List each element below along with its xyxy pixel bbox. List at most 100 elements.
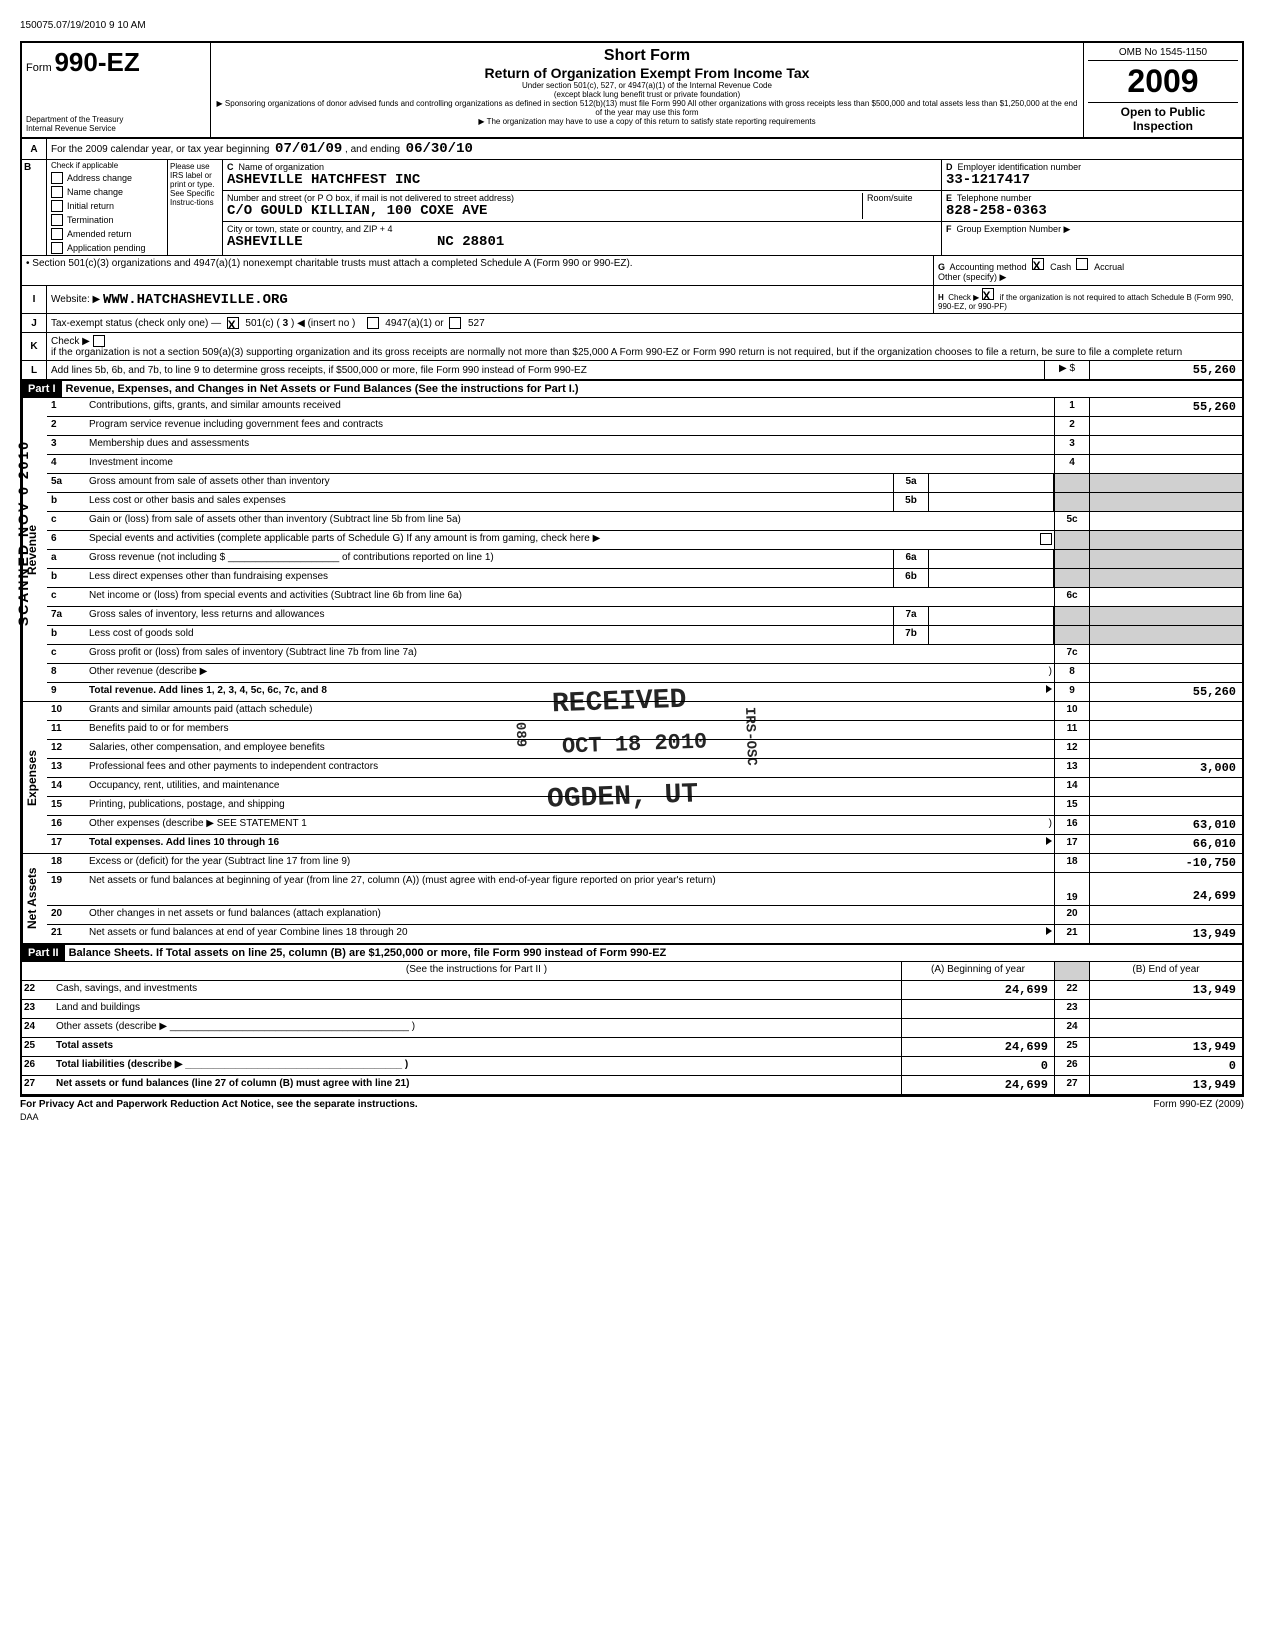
h-text: Check ▶ <box>948 293 979 302</box>
cb-initial[interactable]: Initial return <box>47 199 167 213</box>
arrow-icon <box>1046 927 1052 935</box>
cb-name-change[interactable]: Name change <box>47 185 167 199</box>
line-a: A For the 2009 calendar year, or tax yea… <box>20 139 1244 160</box>
g-cash: Cash <box>1050 262 1071 272</box>
form-copy: ▶ The organization may have to use a cop… <box>215 117 1079 126</box>
e-text: Telephone number <box>957 193 1032 203</box>
label-i: I <box>22 286 47 313</box>
e-cell: E Telephone number 828-258-0363 <box>942 191 1242 222</box>
cb-h[interactable]: X <box>982 288 994 300</box>
privacy-notice: For Privacy Act and Paperwork Reduction … <box>20 1099 418 1110</box>
j-opt1: 501(c) ( <box>245 318 279 329</box>
cb-amended[interactable]: Amended return <box>47 227 167 241</box>
line-l: L Add lines 5b, 6b, and 7b, to line 9 to… <box>20 361 1244 381</box>
part2-title: Balance Sheets. If Total assets on line … <box>65 945 1242 961</box>
ty-end: 06/30/10 <box>406 141 473 157</box>
section-bcdef: B Check if applicable Address change Nam… <box>20 160 1244 256</box>
cb-pending[interactable]: Application pending <box>47 241 167 255</box>
l-arrow: ▶ $ <box>1044 361 1089 379</box>
daa: DAA <box>20 1112 1244 1122</box>
bal-25: 25Total assets24,6992513,949 <box>20 1038 1244 1057</box>
line-a-mid: , and ending <box>345 144 400 155</box>
ein: 33-1217417 <box>946 172 1030 188</box>
inspection: Inspection <box>1088 119 1238 133</box>
k-note: if the organization is not a section 509… <box>51 347 1182 358</box>
part1-header: Part I Revenue, Expenses, and Changes in… <box>20 381 1244 398</box>
line-a-content: For the 2009 calendar year, or tax year … <box>47 139 1242 159</box>
netassets-label: Net Assets <box>22 854 47 943</box>
cb-501c[interactable]: X <box>227 317 239 329</box>
form-subtitle: Return of Organization Exempt From Incom… <box>215 65 1079 81</box>
revenue-lines: 1Contributions, gifts, grants, and simil… <box>47 398 1242 701</box>
revenue-section: Revenue 1Contributions, gifts, grants, a… <box>20 398 1244 702</box>
cb-cash[interactable]: X <box>1032 258 1044 270</box>
f-label: F <box>946 224 952 234</box>
line-k-content: Check ▶ if the organization is not a sec… <box>47 333 1242 360</box>
dept-text: Department of the Treasury Internal Reve… <box>26 115 206 133</box>
d-text: Employer identification number <box>958 162 1082 172</box>
arrow-icon <box>1046 685 1052 693</box>
bal-22: 22Cash, savings, and investments24,69922… <box>20 981 1244 1000</box>
website-label: Website: ▶ <box>51 294 100 305</box>
ty-begin: 07/01/09 <box>275 141 342 157</box>
use-irs-label: Please use IRS label or print or type. S… <box>168 160 223 255</box>
g-cell: G Accounting method X Cash Accrual Other… <box>933 256 1242 285</box>
c-label: C <box>227 162 234 172</box>
city-label: City or town, state or country, and ZIP … <box>227 224 393 234</box>
stamp-num: 089 <box>512 722 529 748</box>
form-sponsor: ▶ Sponsoring organizations of donor advi… <box>215 99 1079 117</box>
arrow-icon <box>1046 837 1052 845</box>
label-k: K <box>22 333 47 360</box>
h-cell: H Check ▶ X if the organization is not r… <box>933 286 1242 313</box>
bal-26: 26Total liabilities (describe ▶ ________… <box>20 1057 1244 1076</box>
bal-24: 24Other assets (describe ▶ _____________… <box>20 1019 1244 1038</box>
form-under: Under section 501(c), 527, or 4947(a)(1)… <box>215 81 1079 99</box>
g-accrual: Accrual <box>1094 262 1124 272</box>
form-year: 2009 <box>1088 63 1238 100</box>
line-i-content: Website: ▶ WWW.HATCHASHEVILLE.ORG <box>47 286 933 313</box>
cb-addr-change[interactable]: Address change <box>47 171 167 185</box>
cb-termination[interactable]: Termination <box>47 213 167 227</box>
label-j: J <box>22 314 47 332</box>
j-opt2: 4947(a)(1) or <box>385 318 443 329</box>
form-header: Form 990-EZ Department of the Treasury I… <box>20 41 1244 139</box>
cb-4947[interactable] <box>367 317 379 329</box>
form-container: 150075.07/19/2010 9 10 AM SCANNED NOV 0 … <box>20 20 1244 1122</box>
cb-527[interactable] <box>449 317 461 329</box>
website: WWW.HATCHASHEVILLE.ORG <box>103 292 288 308</box>
part1-label: Part I <box>22 381 62 397</box>
cb-k[interactable] <box>93 335 105 347</box>
f-cell: F Group Exemption Number ▶ <box>942 222 1242 237</box>
footer: For Privacy Act and Paperwork Reduction … <box>20 1095 1244 1112</box>
g-label: G <box>938 262 945 272</box>
omb-number: OMB No 1545-1150 <box>1088 47 1238 61</box>
label-l: L <box>22 361 47 379</box>
section-501-text: • Section 501(c)(3) organizations and 49… <box>22 256 933 285</box>
org-name: ASHEVILLE HATCHFEST INC <box>227 172 420 188</box>
section-501-g: • Section 501(c)(3) organizations and 49… <box>20 256 1244 286</box>
city-cell: City or town, state or country, and ZIP … <box>223 222 941 252</box>
expenses-section: Expenses 10Grants and similar amounts pa… <box>20 702 1244 854</box>
col-a-header: (A) Beginning of year <box>901 962 1054 980</box>
org-info: C Name of organization ASHEVILLE HATCHFE… <box>223 160 942 255</box>
bal-27: 27Net assets or fund balances (line 27 o… <box>20 1076 1244 1095</box>
netassets-lines: 18Excess or (deficit) for the year (Subt… <box>47 854 1242 943</box>
right-info: D Employer identification number 33-1217… <box>942 160 1242 255</box>
h-label: H <box>938 293 944 302</box>
org-city: ASHEVILLE NC 28801 <box>227 234 504 250</box>
line-j: J Tax-exempt status (check only one) — X… <box>20 314 1244 333</box>
revenue-label: Revenue <box>22 398 47 701</box>
cb-gaming[interactable] <box>1040 533 1052 545</box>
part2-label: Part II <box>22 945 65 961</box>
received-stamp: RECEIVED <box>552 685 687 721</box>
checkboxes-col: Check if applicable Address change Name … <box>47 160 168 255</box>
cb-accrual[interactable] <box>1076 258 1088 270</box>
balance-header: (See the instructions for Part II ) (A) … <box>20 962 1244 981</box>
page-stamp: 150075.07/19/2010 9 10 AM <box>20 20 1244 31</box>
expenses-lines: 10Grants and similar amounts paid (attac… <box>47 702 1242 853</box>
line-k: K Check ▶ if the organization is not a s… <box>20 333 1244 361</box>
j-opt3: 527 <box>468 318 485 329</box>
expenses-label: Expenses <box>22 702 47 853</box>
g-other: Other (specify) ▶ <box>938 272 1006 282</box>
form-center-box: Short Form Return of Organization Exempt… <box>211 43 1083 137</box>
